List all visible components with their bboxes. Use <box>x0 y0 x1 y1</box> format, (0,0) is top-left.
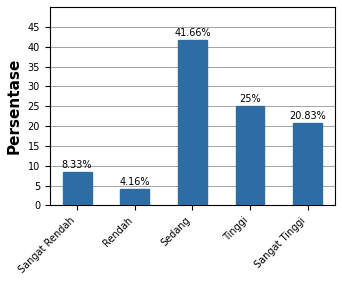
Text: 8.33%: 8.33% <box>62 160 92 170</box>
Bar <box>236 106 264 206</box>
Y-axis label: Persentase: Persentase <box>7 58 22 155</box>
Text: 41.66%: 41.66% <box>174 28 211 38</box>
Bar <box>63 172 92 206</box>
Text: 20.83%: 20.83% <box>289 111 326 121</box>
Text: 4.16%: 4.16% <box>119 177 150 187</box>
Text: 25%: 25% <box>239 94 261 104</box>
Bar <box>120 189 149 206</box>
Bar <box>178 40 207 206</box>
Bar <box>293 123 322 206</box>
